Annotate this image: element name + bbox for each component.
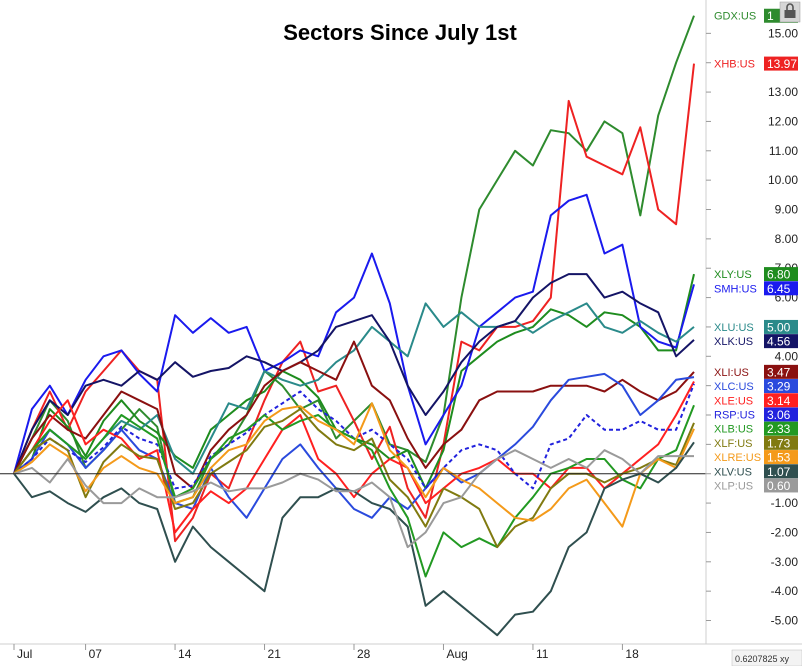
series-line-xle-us[interactable] <box>13 381 695 534</box>
series-end-label: SMH:US 6.45 <box>714 281 798 296</box>
series-value-box <box>764 478 798 493</box>
y-tick-label: 13.00 <box>768 85 798 99</box>
series-value-box <box>764 267 798 282</box>
series-end-label: XLY:US 6.80 <box>714 267 798 282</box>
series-value-box <box>764 407 798 422</box>
y-tick-label: -4.00 <box>771 584 799 598</box>
series-end-label: XLRE:US 1.53 <box>714 450 798 465</box>
series-name-label: RSP:US <box>714 409 755 421</box>
x-axis: Jul 07 14 21 28 Aug 11 18 <box>0 643 802 661</box>
series-value-label: 2.33 <box>767 422 791 436</box>
series-name-label: XLF:US <box>714 438 753 450</box>
series-value-label: 3.06 <box>767 408 791 422</box>
y-tick-label: 8.00 <box>775 232 799 246</box>
series-end-label: RSP:US 3.06 <box>714 407 798 422</box>
y-tick-label: -1.00 <box>771 496 799 510</box>
corner-xy-label: xy <box>780 654 790 664</box>
series-value-box <box>764 364 798 379</box>
y-tick-label: 9.00 <box>775 203 799 217</box>
series-line-xlu-us[interactable] <box>13 302 695 475</box>
series-line-rsp-us[interactable] <box>13 383 695 490</box>
x-tick-label: 14 <box>178 647 192 661</box>
series-name-label: XLV:US <box>714 466 752 478</box>
series-name-label: XHB:US <box>714 59 755 71</box>
series-value-box <box>764 281 798 296</box>
x-tick-label: 11 <box>536 647 549 661</box>
series-line-xlp-us[interactable] <box>13 449 694 549</box>
series-line-xlk-us[interactable] <box>13 273 695 475</box>
series-end-label: XLP:US 0.60 <box>714 478 798 493</box>
chart-title: Sectors Since July 1st <box>283 20 517 45</box>
series-end-label: XLU:US 5.00 <box>714 319 798 334</box>
series-name-label: XLP:US <box>714 480 753 492</box>
series-name-label: XLU:US <box>714 322 754 334</box>
series-line-xli-us[interactable] <box>13 340 695 490</box>
y-tick-label: -3.00 <box>771 555 799 569</box>
corner-readout: 0.6207825 xy <box>731 649 802 666</box>
series-value-box <box>764 435 798 450</box>
series-end-label: XLC:US 3.29 <box>714 379 798 394</box>
x-tick-label: 21 <box>268 647 282 661</box>
y-tick-label: 4.00 <box>775 349 799 363</box>
series-value-label: 1.53 <box>767 451 791 465</box>
series-name-label: XLC:US <box>714 381 754 393</box>
series-value-label: 1.07 <box>767 465 791 479</box>
series-end-label: XHB:US 13.97 <box>714 56 798 71</box>
series-name-label: GDX:US <box>714 11 756 23</box>
series-value-label: 5.00 <box>767 320 791 334</box>
series-value-label: 1 <box>767 9 774 23</box>
series-line-xlb-us[interactable] <box>13 404 695 578</box>
series-line-smh-us[interactable] <box>13 193 695 474</box>
y-tick-label: 11.00 <box>769 144 798 158</box>
series-name-label: XLB:US <box>714 424 753 436</box>
series-value-box <box>764 393 798 408</box>
series-value-box <box>764 450 798 465</box>
series-name-label: SMH:US <box>714 283 757 295</box>
corner-value: 0.6207825 <box>735 654 778 664</box>
y-tick-label: 15.00 <box>768 26 798 40</box>
series-name-label: XLRE:US <box>714 452 761 464</box>
series-value-box <box>764 464 798 479</box>
series-value-box <box>764 421 798 436</box>
series-value-label: 6.45 <box>767 282 791 296</box>
series-value-label: 1.73 <box>767 436 791 450</box>
series-value-box <box>764 56 798 71</box>
x-tick-label: 07 <box>89 647 103 661</box>
series-end-label: XLE:US 3.14 <box>714 393 798 408</box>
series-value-label: 4.56 <box>767 335 791 349</box>
series-end-label: XLB:US 2.33 <box>714 421 798 436</box>
y-tick-label: -2.00 <box>771 525 799 539</box>
series-value-label: 3.29 <box>767 380 791 394</box>
series-name-label: XLY:US <box>714 269 752 281</box>
series-name-label: XLK:US <box>714 336 753 348</box>
series-value-label: 6.80 <box>767 268 791 282</box>
series-end-label: XLK:US 4.56 <box>714 334 798 349</box>
x-tick-label: Aug <box>446 647 467 661</box>
x-tick-label: 28 <box>357 647 371 661</box>
series-value-box <box>764 334 798 349</box>
lock-icon[interactable] <box>779 1 801 23</box>
series-line-xlre-us[interactable] <box>13 402 695 528</box>
y-tick-label: -5.00 <box>771 614 799 628</box>
series-name-label: XLE:US <box>714 395 753 407</box>
series-name-label: XLI:US <box>714 367 749 379</box>
series-value-label: 3.47 <box>767 365 791 379</box>
y-tick-label: 12.00 <box>768 114 798 128</box>
series-end-label: XLI:US 3.47 <box>714 364 798 379</box>
series-value-label: 13.97 <box>767 57 797 71</box>
x-tick-label: 18 <box>625 647 639 661</box>
y-tick-label: 10.00 <box>768 173 798 187</box>
x-tick-label: Jul <box>17 647 32 661</box>
series-value-label: 3.14 <box>767 394 791 408</box>
series-end-label: XLF:US 1.73 <box>714 435 798 450</box>
series-end-label: XLV:US 1.07 <box>714 464 798 479</box>
series-line-xlc-us[interactable] <box>13 372 695 519</box>
series-value-label: 0.60 <box>767 479 791 493</box>
series-value-box <box>764 319 798 334</box>
series-value-box <box>764 379 798 394</box>
